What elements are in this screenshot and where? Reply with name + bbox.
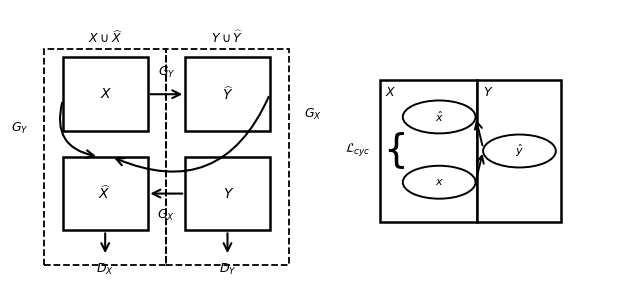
Text: $X \cup \widehat{X}$: $X \cup \widehat{X}$ [88, 29, 123, 46]
Text: $G_X$: $G_X$ [305, 107, 322, 122]
Bar [166, 49, 289, 265]
Text: $G_X$: $G_X$ [157, 208, 175, 223]
Bar [477, 80, 561, 222]
Bar [380, 80, 477, 222]
Text: $\mathcal{L}_{cyc}$: $\mathcal{L}_{cyc}$ [345, 141, 370, 158]
Text: $x$: $x$ [435, 177, 444, 187]
Text: $Y \cup \widehat{Y}$: $Y \cup \widehat{Y}$ [211, 30, 244, 46]
Bar [63, 57, 148, 131]
Text: X: X [100, 87, 110, 101]
Text: Y: Y [223, 187, 232, 201]
Text: $D_Y$: $D_Y$ [219, 262, 236, 277]
Text: $G_Y$: $G_Y$ [11, 121, 28, 136]
Text: $G_Y$: $G_Y$ [157, 65, 175, 80]
Text: $\hat{y}$: $\hat{y}$ [515, 143, 524, 159]
Bar [63, 157, 148, 230]
Text: $\widehat{X}$: $\widehat{X}$ [99, 185, 112, 202]
Bar [185, 157, 270, 230]
Text: $D_X$: $D_X$ [96, 262, 114, 277]
Text: {: { [383, 130, 408, 169]
Bar [185, 57, 270, 131]
Text: X: X [386, 86, 394, 99]
Bar [44, 49, 166, 265]
Text: $\widehat{Y}$: $\widehat{Y}$ [221, 85, 233, 103]
Text: $\hat{x}$: $\hat{x}$ [435, 110, 444, 124]
Text: Y: Y [483, 86, 491, 99]
